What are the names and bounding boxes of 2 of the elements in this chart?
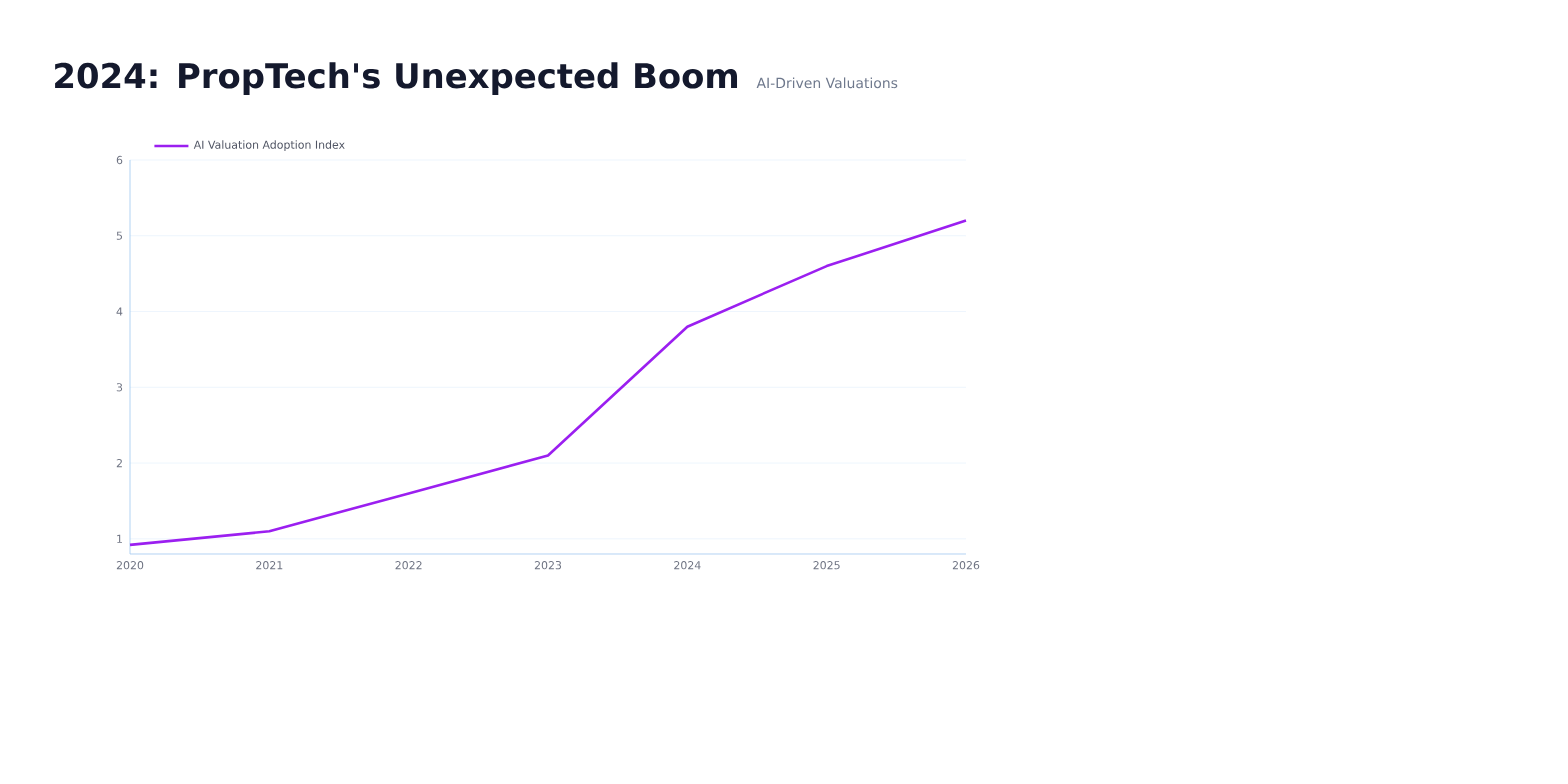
line-series <box>128 219 968 547</box>
chart-title: 2024: PropTech's Unexpected Boom <box>55 62 738 96</box>
